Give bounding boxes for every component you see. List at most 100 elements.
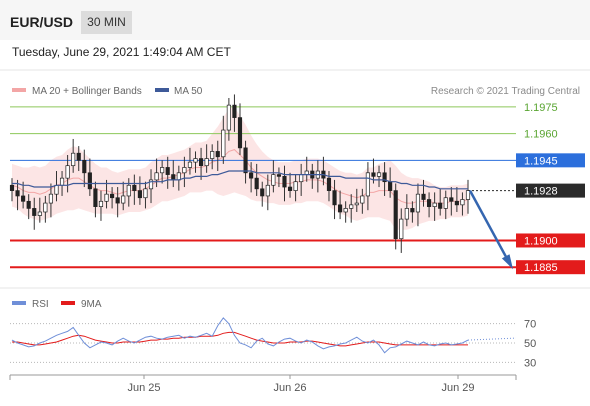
rsi-ma-line	[12, 331, 468, 347]
projection-arrow-shaft	[468, 190, 512, 265]
level-labels: 1.1975 1.1960 1.1945 1.1928 1.1900 1.1885	[516, 102, 585, 275]
symbol-title: EUR/USD	[10, 14, 74, 30]
candle	[287, 172, 293, 198]
candle	[115, 187, 120, 218]
ma50-legend-swatch	[155, 88, 169, 92]
candle	[215, 140, 220, 172]
candle	[332, 179, 337, 220]
candle	[65, 154, 70, 193]
rsi-line	[11, 317, 469, 354]
candle	[204, 144, 209, 173]
candle	[126, 178, 131, 207]
candle	[399, 208, 404, 253]
candle	[165, 156, 170, 189]
candle	[137, 176, 142, 205]
ma20-legend-label: MA 20 + Bollinger Bands	[32, 86, 142, 97]
candle	[210, 144, 215, 170]
candle	[132, 174, 137, 205]
rsi-tick-label-50: 50	[524, 338, 536, 350]
level-label-1.1945: 1.1945	[524, 155, 558, 167]
ma20-legend-swatch	[12, 88, 26, 92]
candle	[449, 187, 454, 216]
candle	[48, 183, 54, 218]
x-axis: Jun 25 Jun 26 Jun 29	[9, 374, 517, 394]
candle	[121, 181, 126, 211]
candle	[226, 98, 231, 141]
candle	[76, 146, 81, 172]
rsi-projection	[467, 337, 517, 341]
candle	[198, 147, 204, 180]
candle	[443, 190, 448, 220]
rsi-tick-label-30: 30	[524, 357, 536, 369]
candle	[249, 162, 254, 193]
candle	[360, 188, 365, 214]
candle	[32, 197, 37, 230]
x-tick-label-jun-25: Jun 25	[127, 382, 160, 394]
candlesticks	[9, 94, 471, 253]
candle	[460, 192, 465, 216]
bollinger-band-area	[12, 106, 468, 230]
candle	[98, 190, 104, 221]
candle	[148, 169, 154, 204]
level-label-1.1900: 1.1900	[524, 235, 558, 247]
candle	[282, 165, 287, 202]
candle	[415, 183, 421, 227]
candle	[21, 181, 26, 209]
projection-arrow-head	[501, 254, 513, 270]
ma9-legend-swatch	[61, 301, 75, 305]
candle	[193, 151, 198, 173]
level-tag-1.1885	[516, 260, 585, 275]
candle	[432, 192, 437, 221]
candle	[82, 149, 87, 188]
candle	[187, 147, 193, 175]
candle	[87, 158, 92, 196]
level-label-1.1975: 1.1975	[524, 102, 558, 114]
candle	[110, 187, 115, 209]
candle	[143, 181, 148, 209]
level-tag-1.1945	[516, 153, 585, 168]
candle	[349, 194, 354, 223]
x-tick-label-jun-29: Jun 29	[441, 382, 474, 394]
rsi-legend-swatch	[12, 301, 26, 305]
candle	[43, 195, 48, 223]
price-levels	[10, 106, 585, 269]
ma50-legend-label: MA 50	[174, 86, 203, 97]
projection-arrow	[468, 190, 513, 270]
candle	[382, 162, 387, 196]
candle	[376, 165, 382, 188]
candle	[338, 190, 343, 220]
candle	[293, 174, 298, 202]
candle	[243, 140, 248, 184]
candle	[182, 156, 187, 188]
candle	[454, 187, 459, 212]
rsi-pane: 70 50 30	[10, 317, 536, 369]
candle	[104, 179, 109, 209]
level-tag-1.1900	[516, 233, 585, 248]
candle	[71, 138, 76, 173]
timeframe-badge[interactable]: 30 MIN	[81, 11, 132, 34]
candle	[426, 192, 432, 218]
ma50-series	[12, 170, 468, 190]
rsi-legend-label: RSI	[32, 299, 49, 310]
candle	[93, 181, 98, 218]
candle	[254, 163, 259, 196]
ma50-line	[12, 170, 468, 190]
level-tag-1.1928	[516, 183, 585, 198]
candle	[237, 103, 243, 155]
candle	[343, 201, 348, 223]
candle	[37, 197, 42, 223]
candle	[221, 115, 226, 164]
candle	[260, 181, 265, 207]
level-label-1.1885: 1.1885	[524, 262, 558, 274]
candle	[438, 188, 443, 216]
candle	[465, 179, 471, 214]
chart-datetime: Tuesday, June 29, 2021 1:49:04 AM CET	[12, 45, 231, 59]
candle	[276, 167, 282, 188]
candle	[393, 183, 398, 250]
ma9-legend-label: 9MA	[81, 299, 102, 310]
candle	[365, 162, 370, 211]
level-label-1.1960: 1.1960	[524, 129, 558, 141]
candle	[271, 160, 276, 193]
x-tick-label-jun-26: Jun 26	[273, 382, 306, 394]
